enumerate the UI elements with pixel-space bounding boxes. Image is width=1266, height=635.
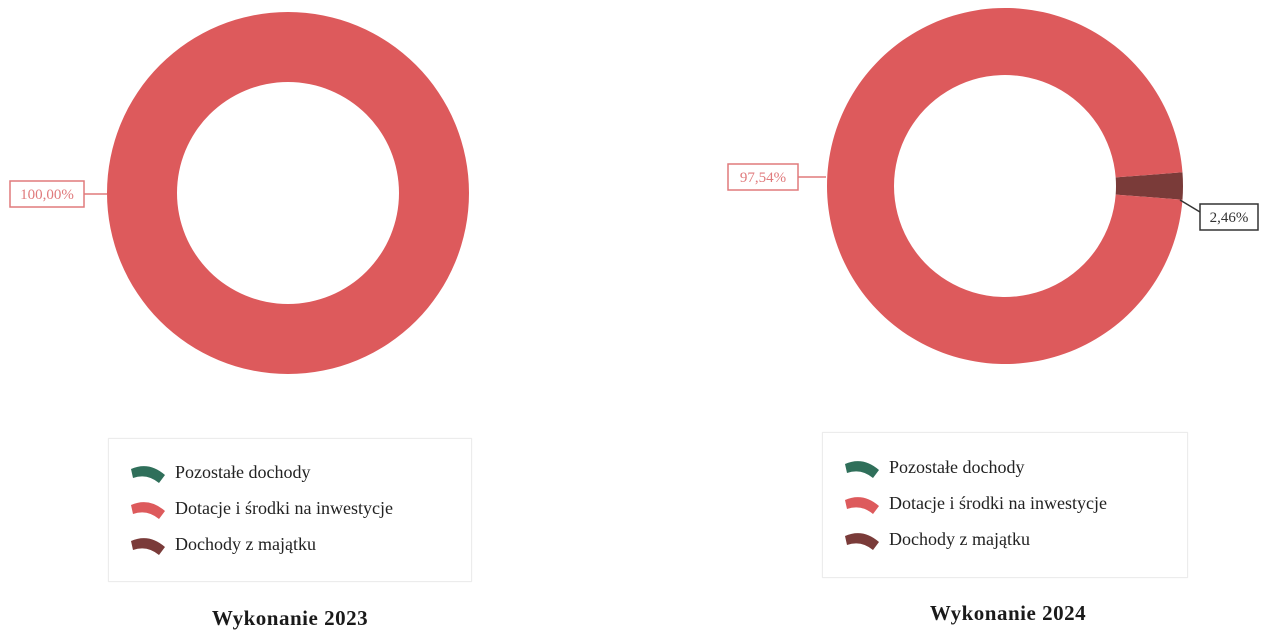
legend-2024: Pozostałe dochody Dotacje i środki na in…: [822, 432, 1188, 578]
legend-label: Pozostałe dochody: [175, 461, 311, 482]
data-label-leader-line: [1179, 199, 1201, 213]
data-label-box: [1199, 203, 1259, 231]
data-label: 97,54%: [740, 170, 786, 186]
arc-segment-icon: [131, 466, 165, 483]
legend-item-dochody-z-majatku: Dochody z majątku: [843, 526, 1030, 552]
legend-item-dotacje: Dotacje i środki na inwestycje: [843, 490, 1107, 516]
data-label-box: [727, 163, 799, 191]
legend-item-pozostale-dochody: Pozostałe dochody: [129, 459, 310, 485]
donut-slice-dotacje-i-środki-na-inwestycje: [107, 12, 469, 374]
legend-label: Dotacje i środki na inwestycje: [175, 497, 393, 518]
legend-item-dotacje: Dotacje i środki na inwestycje: [129, 495, 393, 521]
legend-label: Dotacje i środki na inwestycje: [889, 492, 1107, 513]
donut-slice-dochody-z-majątku: [1115, 172, 1183, 200]
arc-segment-icon: [131, 538, 165, 555]
arc-segment-icon: [131, 502, 165, 519]
data-label-box: [9, 180, 85, 208]
legend-item-dochody-z-majatku: Dochody z majątku: [129, 531, 316, 557]
chart-title-2023: Wykonanie 2023: [211, 606, 369, 630]
donut-chart-2023: 100,00%: [9, 12, 469, 374]
legend-label: Pozostałe dochody: [889, 456, 1025, 477]
donut-slice-dotacje-i-środki-na-inwestycje: [827, 8, 1183, 364]
donut-chart-2024: 97,54% 2,46%: [727, 8, 1259, 364]
legend-label: Dochody z majątku: [889, 528, 1030, 549]
legend-2023: Pozostałe dochody Dotacje i środki na in…: [108, 438, 472, 582]
legend-item-pozostale-dochody: Pozostałe dochody: [843, 454, 1024, 480]
arc-segment-icon: [845, 533, 879, 550]
arc-segment-icon: [845, 497, 879, 514]
arc-segment-icon: [845, 461, 879, 478]
legend-label: Dochody z majątku: [175, 533, 316, 554]
data-label: 2,46%: [1210, 210, 1249, 226]
data-label: 100,00%: [20, 187, 74, 203]
chart-title-2024: Wykonanie 2024: [929, 601, 1087, 625]
